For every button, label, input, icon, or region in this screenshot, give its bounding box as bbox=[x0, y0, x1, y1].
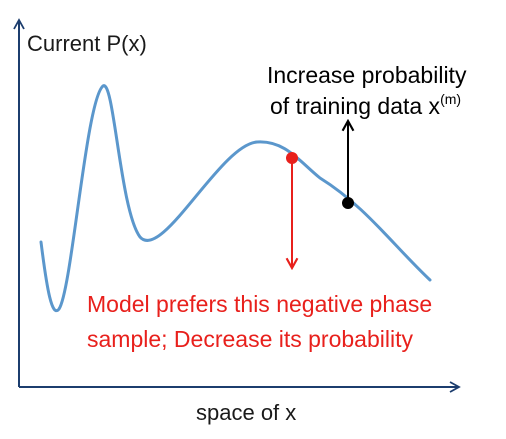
positive-phase-annotation-line1: Increase probability bbox=[267, 62, 467, 88]
y-axis-label: Current P(x) bbox=[27, 31, 147, 56]
negative-phase-annotation-line2: sample; Decrease its probability bbox=[87, 326, 413, 352]
positive-phase-annotation-line2: of training data x(m) bbox=[270, 92, 461, 119]
positive-phase-annotation-text: of training data x bbox=[270, 93, 441, 119]
negative-phase-annotation-line1: Model prefers this negative phase bbox=[87, 291, 433, 317]
negative-sample-point bbox=[286, 152, 298, 164]
probability-curve bbox=[39, 84, 432, 313]
training-data-point bbox=[342, 197, 354, 209]
x-axis-label: space of x bbox=[196, 400, 297, 425]
training-index-superscript: (m) bbox=[440, 91, 462, 107]
